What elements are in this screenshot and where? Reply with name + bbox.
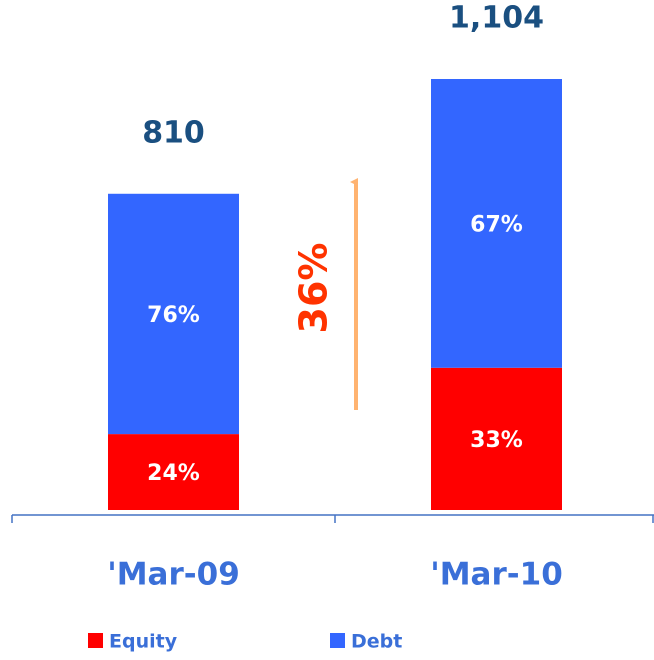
legend-label: Debt bbox=[351, 631, 402, 653]
legend-swatch bbox=[88, 633, 103, 648]
data-label: 67% bbox=[470, 212, 523, 237]
legend-swatch bbox=[330, 633, 345, 648]
x-tick-label: 'Mar-09 bbox=[107, 557, 240, 593]
data-label: 76% bbox=[147, 303, 200, 328]
legend-label: Equity bbox=[109, 631, 178, 653]
bar-segment bbox=[108, 193, 239, 435]
x-tick-label: 'Mar-10 bbox=[430, 557, 563, 593]
bar-segment bbox=[431, 367, 562, 510]
bar-segment bbox=[431, 79, 562, 368]
total-label: 1,104 bbox=[449, 1, 544, 36]
data-label: 33% bbox=[470, 428, 523, 453]
growth-annotation: 36% bbox=[292, 243, 336, 334]
data-label: 24% bbox=[147, 461, 200, 486]
total-label: 810 bbox=[142, 115, 205, 150]
bar-segment bbox=[108, 434, 239, 510]
